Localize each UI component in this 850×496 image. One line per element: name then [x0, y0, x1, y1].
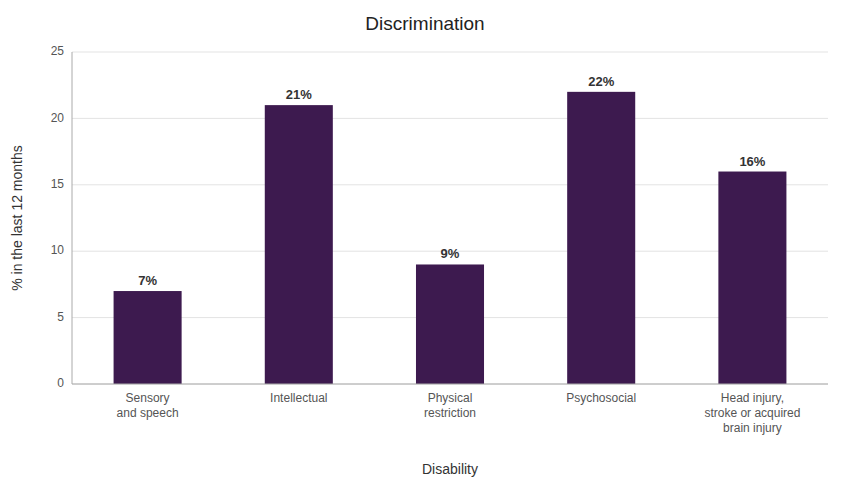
y-tick-labels: 0 5 10 15 20 25 [51, 44, 65, 390]
y-tick-label: 20 [51, 111, 65, 125]
grid-line [72, 52, 828, 53]
chart-container: Discrimination 0 5 10 15 20 25 7% 21% 9% 22% 16% Sen… [0, 0, 850, 496]
x-tick-label-line: restriction [424, 406, 476, 420]
y-tick-label: 0 [57, 376, 64, 390]
x-tick-label: Sensoryand speech [117, 391, 179, 420]
y-axis-line [72, 52, 73, 384]
y-axis-label: % in the last 12 months [9, 145, 25, 291]
grid-line [72, 184, 828, 185]
bar [265, 105, 333, 384]
x-axis-label: Disability [422, 461, 478, 477]
bar [416, 264, 484, 384]
title: Discrimination [365, 13, 484, 34]
grid-line [72, 384, 828, 385]
x-tick-label-line: Psychosocial [566, 391, 636, 405]
bars [114, 92, 787, 384]
y-tick-label: 10 [51, 243, 65, 257]
bar [567, 92, 635, 384]
x-tick-label-line: Head injury, [721, 391, 784, 405]
x-tick-label-line: Sensory [126, 391, 170, 405]
x-tick-label-line: and speech [117, 406, 179, 420]
x-tick-label-line: Intellectual [270, 391, 327, 405]
chart-svg: Discrimination 0 5 10 15 20 25 7% 21% 9% 22% 16% Sen… [0, 0, 850, 496]
data-labels: 7% 21% 9% 22% 16% [138, 74, 766, 288]
x-tick-label: Head injury,stroke or acquiredbrain inju… [704, 391, 800, 435]
x-tick-labels: Sensoryand speech Intellectual Physicalres… [117, 391, 801, 435]
y-tick-label: 25 [51, 44, 65, 58]
data-label: 9% [441, 246, 460, 261]
y-grid [72, 52, 828, 384]
bar [718, 172, 786, 384]
data-label: 21% [286, 87, 312, 102]
x-tick-label: Physicalrestriction [424, 391, 476, 420]
grid-line [72, 118, 828, 119]
x-tick-label-line: stroke or acquired [704, 406, 800, 420]
x-tick-label: Psychosocial [566, 391, 636, 405]
x-axis-line [72, 384, 828, 385]
bar [114, 291, 182, 384]
x-tick-label-line: brain injury [723, 421, 782, 435]
data-label: 22% [588, 74, 614, 89]
y-tick-label: 15 [51, 177, 65, 191]
data-label: 7% [138, 273, 157, 288]
x-tick-label: Intellectual [270, 391, 327, 405]
data-label: 16% [739, 154, 765, 169]
x-tick-label-line: Physical [428, 391, 473, 405]
y-tick-label: 5 [57, 310, 64, 324]
